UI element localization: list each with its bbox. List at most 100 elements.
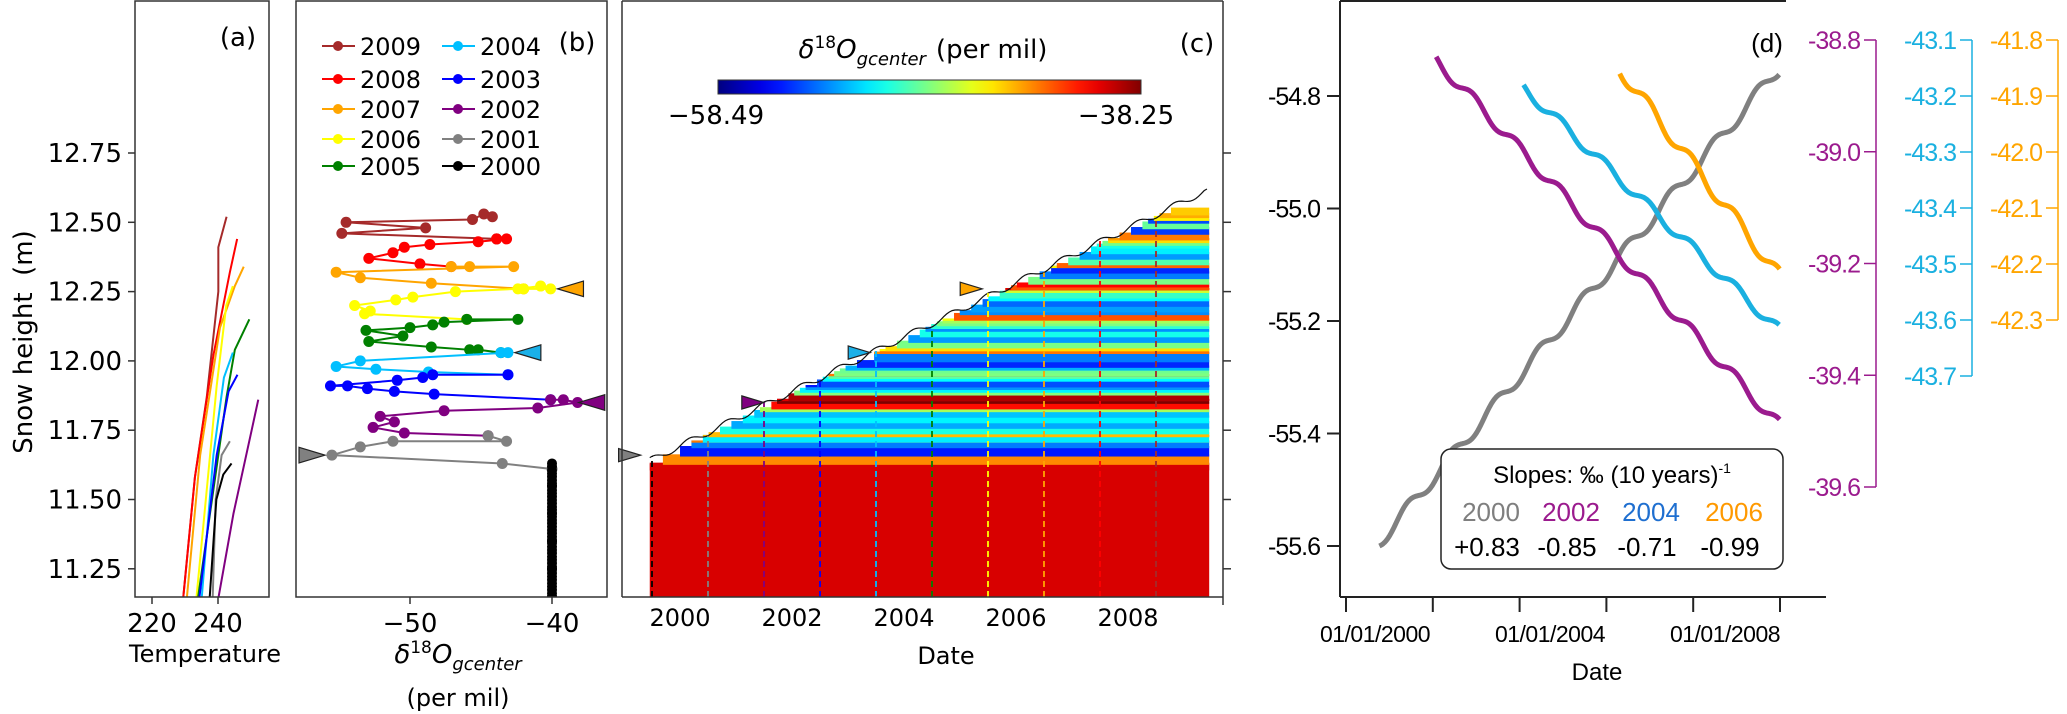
isotope-point (359, 308, 371, 320)
isotope-point (404, 322, 416, 334)
legend-entry-2000: 2000 (442, 153, 541, 181)
layer-band (731, 421, 1210, 429)
layer-band (1016, 282, 1210, 288)
legend-entry-2006: 2006 (322, 126, 421, 154)
layer-band (719, 426, 1210, 435)
layer-band (874, 351, 1210, 363)
panel-a-label: (a) (220, 23, 256, 53)
isotope-point (508, 261, 520, 273)
x-tick-label: 220 (127, 609, 177, 639)
triangle-marker-icon (959, 281, 985, 297)
layer-band (680, 446, 1210, 457)
layer-band (982, 299, 1210, 307)
legend-label: 2001 (480, 126, 541, 154)
x-tick-label: 01/01/2004 (1495, 621, 1606, 647)
layer-band (885, 346, 1210, 352)
legend-entry-2003: 2003 (442, 66, 541, 94)
layer-band (742, 415, 1210, 424)
panel-c: 2000 2002 2004 2006 2008 −58.49 −38.25 δ18Og… (617, 0, 1231, 670)
slope-year: 2002 (1542, 497, 1600, 527)
right-y-tick-label: -39.4 (1808, 362, 1861, 390)
x-tick-label: 2000 (649, 604, 710, 632)
layer-band (834, 371, 1210, 377)
isotope-point (491, 233, 503, 245)
isotope-trend-2004 (1521, 83, 1781, 327)
layer-band (925, 326, 1210, 332)
x-tick-label: −40 (525, 609, 580, 639)
isotope-point (545, 283, 557, 295)
isotope-point (349, 299, 361, 311)
isotope-point (512, 283, 524, 295)
isotope-point (464, 344, 476, 356)
layer-band (896, 340, 1210, 349)
panel-b: −50 −40 200920082007200620052004200320022… (295, 0, 608, 712)
legend-entry-2009: 2009 (322, 33, 421, 61)
x-tick-label: 2002 (761, 604, 822, 632)
y-tick-label: -54.8 (1268, 83, 1320, 111)
legend-marker (453, 104, 463, 114)
isotope-point (425, 341, 437, 353)
layer-band (794, 390, 1210, 396)
isotope-point (501, 233, 513, 245)
legend-marker (453, 74, 463, 84)
legend-entry-2002: 2002 (442, 96, 541, 124)
right-y-tick-label: -42.2 (1990, 251, 2042, 279)
panel-d: -54.8 -55.0 -55.2 -55.4 -55.6 01/01/2000 01/01… (1268, 0, 2059, 686)
panel-c-xlabel: Date (917, 642, 974, 670)
isotope-point (420, 222, 432, 234)
isotope-point (391, 374, 403, 386)
slope-value: -0.71 (1617, 532, 1676, 562)
isotope-series-2002 (367, 394, 584, 442)
layer-band (1148, 218, 1210, 224)
layer-band (1159, 213, 1210, 219)
temperature-line-2008 (182, 238, 239, 597)
colorbar-min-label: −58.49 (668, 101, 764, 131)
o-symbol: O (432, 640, 452, 670)
panel-a-xlabel: Temperature (128, 640, 281, 668)
layer-band (691, 440, 1210, 449)
right-y-tick-label: -39.6 (1808, 474, 1860, 502)
isotope-point (464, 261, 476, 273)
panel-b-lines (324, 208, 584, 597)
isotope-point (390, 294, 402, 306)
colorbar-units: (per mil) (936, 35, 1048, 65)
isotope-line (331, 434, 553, 471)
isotope-point (532, 402, 544, 414)
right-y-tick-label: -43.4 (1904, 195, 1957, 223)
slope-year: 2006 (1705, 497, 1763, 527)
isotope-trend-2002 (1433, 55, 1782, 422)
y-tick-label: 12.00 (48, 347, 122, 377)
isotope-point (438, 405, 450, 417)
isotope-point (425, 277, 437, 289)
layer-band (839, 368, 1210, 374)
x-tick-label: 01/01/2000 (1320, 621, 1430, 647)
panel-c-label: (c) (1180, 29, 1215, 59)
slopes-title-exponent: -1 (1718, 460, 1731, 476)
right-y-tick-label: -43.2 (1904, 83, 1956, 111)
slopes-title-text: Slopes: ‰ (10 years) (1493, 462, 1718, 489)
isotope-point (363, 252, 375, 264)
layer-band (708, 432, 1210, 438)
layer-band (999, 290, 1210, 299)
y-tick-label: -55.4 (1268, 421, 1321, 449)
isotope-point (545, 394, 557, 406)
panel-b-label: (b) (559, 28, 596, 58)
panel-d-xlabel: Date (1572, 659, 1623, 686)
layer-band (942, 318, 1210, 324)
layer-band (1108, 238, 1210, 244)
isotope-point (370, 363, 382, 375)
colorbar-max-label: −38.25 (1078, 101, 1174, 131)
colorbar (717, 79, 1142, 95)
isotope-point (374, 410, 386, 422)
right-y-tick-label: -42.1 (1990, 195, 2042, 223)
isotope-point (472, 236, 484, 248)
layer-band (771, 401, 1210, 410)
legend-entry-2008: 2008 (322, 66, 421, 94)
colorbar-title: δ18Ogcenter (per mil) (799, 33, 1048, 70)
layer-band (702, 434, 1210, 443)
layer-band (1056, 263, 1210, 269)
isotope-point (428, 388, 440, 400)
x-tick-label: 240 (193, 609, 243, 639)
isotope-point (360, 324, 372, 336)
